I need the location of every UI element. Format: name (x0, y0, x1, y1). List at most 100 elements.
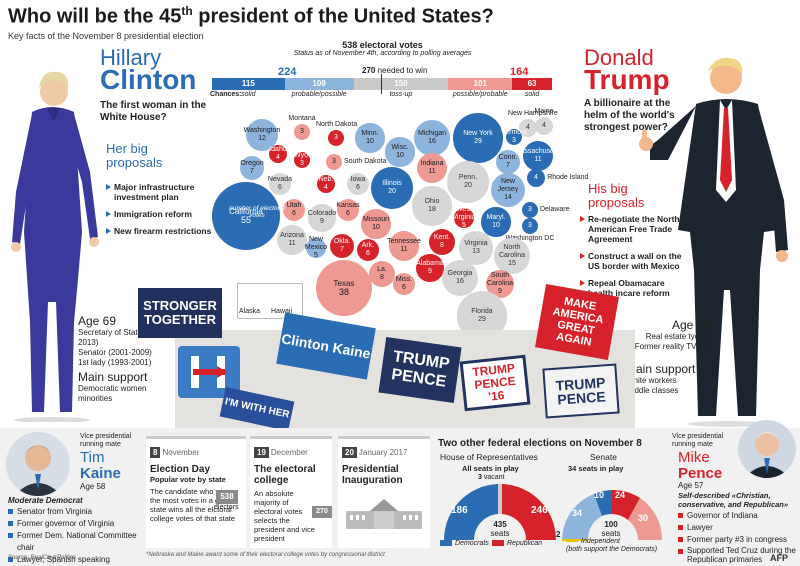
trump-proposals: Re-negotiate the North American Free Tra… (580, 214, 684, 305)
win-threshold-line (381, 74, 382, 94)
footnote: *Nebraska and Maine award some of their … (146, 552, 385, 558)
house-dem-seats: 186 (451, 505, 468, 516)
pence-photo (738, 420, 796, 478)
legend-republican: Republican (492, 540, 542, 547)
state-ev: 6 (346, 209, 350, 217)
state-bubble: Kent. 8 (428, 228, 455, 255)
state-ev: 20 (464, 181, 472, 189)
electoral-segment: 109 (284, 78, 354, 90)
senate-sub: 34 seats in play (568, 464, 624, 473)
house-vacant: 3 vacant (478, 474, 505, 481)
state-bubble: South Carolina 9 (486, 270, 514, 298)
trump-proposal: Re-negotiate the North American Free Tra… (580, 214, 684, 244)
state-ev: 4 (542, 121, 546, 129)
state-ev: 3 (528, 205, 532, 213)
trump-tagline: A billionaire at the helm of the world's… (584, 98, 675, 133)
state-name: Idaho (269, 145, 287, 153)
timeline-date: November (162, 448, 200, 457)
state-bubble: Tennessee 11 (387, 230, 421, 262)
state-ev: 7 (506, 161, 510, 169)
pence-bio-line: Lawyer (678, 522, 798, 534)
state-ev: 11 (428, 167, 436, 175)
state-ev: 12 (258, 134, 266, 142)
timeline-text: The candidate who wins the most votes in… (150, 487, 236, 523)
senate-rep-in: 24 (615, 490, 626, 500)
state-ev: 9 (320, 217, 324, 225)
state-name: Georgia (447, 269, 473, 277)
state-ev: 18 (428, 205, 436, 213)
timeline-inauguration: 20 January 2017 Presidential Inauguration (338, 436, 430, 548)
state-ev: 9 (428, 267, 432, 275)
clinton-name: Hillary Clinton (100, 45, 197, 95)
state-name: Utah (286, 201, 302, 209)
state-ev: 9 (498, 287, 502, 295)
state-bubble: North Carolina 15 (494, 238, 530, 274)
kaine-descriptor: Moderate Democrat (8, 496, 83, 505)
dem-total: 224 (278, 66, 297, 78)
state-bubble: 3 (328, 130, 344, 146)
state-bubble: Illinois 20 (371, 167, 413, 209)
state-bubble: Michigan 16 (413, 119, 451, 157)
california-note: number of electoral votes (229, 205, 285, 219)
state-bubble: Penn. 20 (447, 161, 489, 203)
timeline-day: 19 (254, 447, 269, 458)
state-ev: 7 (250, 167, 254, 175)
kaine-name: Tim Kaine (80, 449, 121, 482)
state-name: Neb. (318, 175, 334, 183)
state-bubble: Arizona 11 (276, 224, 308, 256)
state-name: Ark. (361, 241, 375, 249)
trump-proposals-title: His big proposals (588, 181, 645, 210)
state-bubble: Colorado 9 (308, 204, 336, 232)
hawaii-label: Hawaii (271, 308, 293, 315)
state-name: Kent. (433, 233, 451, 241)
clinton-age: Age 69 (78, 314, 117, 328)
state-ev: 29 (474, 137, 482, 145)
state-ev: 7 (340, 245, 344, 253)
state-name: Massachusetts (514, 147, 562, 155)
timeline-heading: Election Day (150, 464, 211, 475)
state-name: South Carolina (486, 271, 514, 287)
state-name: Maryl. (486, 213, 506, 221)
clinton-bio-line: 1st lady (1993-2001) (78, 358, 152, 367)
senate-seat-chart (562, 489, 663, 541)
afp-logo: AFP (770, 553, 788, 563)
page-title: Who will be the 45th president of the Un… (8, 4, 494, 28)
legend-independent: Independent (both support the Democrats) (566, 538, 658, 553)
state-ev: 10 (366, 137, 374, 145)
chance-label: toss-up (389, 91, 413, 98)
electoral-segment: 150 (353, 78, 449, 90)
state-name: North Dakota (316, 121, 358, 129)
state-name: Conn. (498, 153, 518, 161)
state-ev: 15 (508, 259, 516, 267)
chance-label: probable/possible (291, 91, 347, 98)
state-ev: 3 (528, 221, 532, 229)
state-name: Tennessee (387, 237, 421, 245)
house-sub: All seats in play (462, 464, 519, 473)
state-name: Wisc. (391, 143, 409, 151)
senate-dem-out: 34 (572, 508, 583, 518)
kaine-bio-line: Former governor of Virginia (8, 518, 148, 530)
electoral-vote-bar: 115 109 150 101 63 (212, 78, 552, 90)
clinton-support-title: Main support (78, 370, 148, 384)
state-name: Maine (534, 107, 554, 115)
state-ev: 16 (428, 137, 436, 145)
state-bubble: 4 (526, 168, 546, 188)
electoral-header: 538 electoral votes Status as of Novembe… (210, 40, 555, 57)
state-bubble: Ark. 6 (356, 238, 380, 262)
clinton-tagline: The first woman in the White House? (100, 100, 207, 123)
trump-bio: Real estate tycoon Former reality TV sta… (622, 332, 712, 352)
state-bubble: Kansas 6 (336, 198, 360, 222)
state-bubble: Miss. 6 (392, 272, 416, 296)
state-ev: 16 (456, 277, 464, 285)
state-name: New Jersey (497, 177, 519, 193)
state-name: Wyo. (294, 152, 310, 159)
state-name: Missouri (362, 215, 390, 223)
state-bubble: La. 8 (368, 260, 395, 287)
state-ev: 3 (512, 137, 516, 144)
state-bubble: Georgia 16 (441, 259, 479, 297)
clinton-bio: Age 69 Secretary of State (2009-2013) Se… (78, 314, 178, 368)
state-name: Texas (333, 278, 355, 288)
senate-independent: 2 (556, 530, 561, 539)
kaine-role: Vice presidential running mate (80, 433, 132, 448)
timeline-date: December (270, 448, 308, 457)
